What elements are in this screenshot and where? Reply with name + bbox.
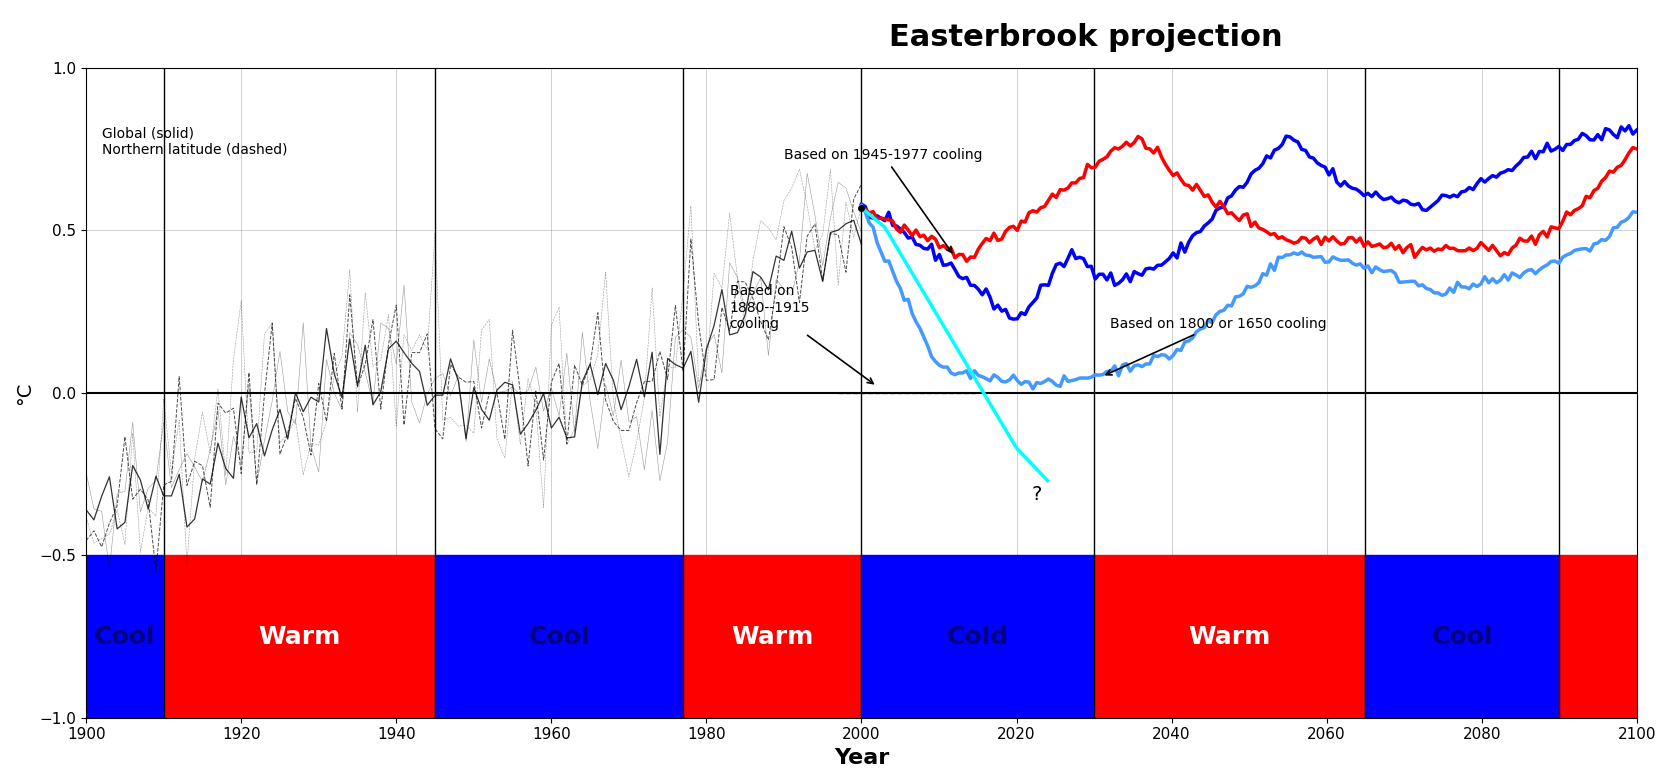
Text: Based on 1945-1977 cooling: Based on 1945-1977 cooling — [784, 148, 983, 253]
Text: Cool: Cool — [528, 625, 590, 648]
Text: Cool: Cool — [1432, 625, 1494, 648]
X-axis label: Year: Year — [834, 748, 889, 768]
Text: Cold: Cold — [947, 625, 1009, 648]
Text: Easterbrook projection: Easterbrook projection — [889, 23, 1283, 52]
Bar — [87, 555, 164, 718]
Bar — [164, 555, 434, 718]
Bar — [683, 555, 862, 718]
Text: Warm: Warm — [259, 625, 341, 648]
Bar — [1365, 555, 1559, 718]
Bar — [1559, 555, 1638, 718]
Y-axis label: °C: °C — [15, 381, 33, 405]
Bar — [862, 555, 1095, 718]
Bar — [1095, 555, 1365, 718]
Bar — [434, 555, 683, 718]
Text: Cool: Cool — [94, 625, 155, 648]
Text: Based on
1880--1915
cooling: Based on 1880--1915 cooling — [730, 284, 874, 384]
Text: Warm: Warm — [732, 625, 814, 648]
Text: ?: ? — [1033, 485, 1043, 504]
Text: Warm: Warm — [1188, 625, 1272, 648]
Text: Based on 1800 or 1650 cooling: Based on 1800 or 1650 cooling — [1106, 317, 1327, 375]
Text: Global (solid)
Northern latitude (dashed): Global (solid) Northern latitude (dashed… — [102, 127, 287, 157]
